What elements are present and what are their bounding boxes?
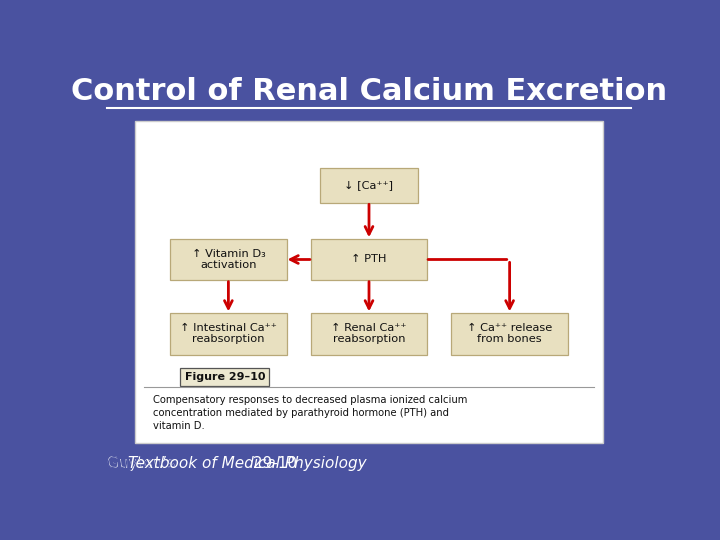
Text: ↑ Ca⁺⁺ release
from bones: ↑ Ca⁺⁺ release from bones <box>467 323 552 345</box>
FancyBboxPatch shape <box>181 368 269 386</box>
Text: ↑ PTH: ↑ PTH <box>351 254 387 265</box>
FancyBboxPatch shape <box>170 313 287 355</box>
FancyBboxPatch shape <box>170 239 287 280</box>
Text: Textbook of Medical Physiology: Textbook of Medical Physiology <box>128 456 366 471</box>
FancyBboxPatch shape <box>310 239 428 280</box>
Text: ↑ Intestinal Ca⁺⁺
reabsorption: ↑ Intestinal Ca⁺⁺ reabsorption <box>180 323 276 345</box>
Text: 29-10: 29-10 <box>248 456 297 471</box>
Text: concentration mediated by parathyroid hormone (PTH) and: concentration mediated by parathyroid ho… <box>153 408 449 418</box>
Text: ↑ Vitamin D₃
activation: ↑ Vitamin D₃ activation <box>192 249 265 271</box>
Text: Control of Renal Calcium Excretion: Control of Renal Calcium Excretion <box>71 77 667 106</box>
Text: Guyton’s: Guyton’s <box>107 456 180 471</box>
Text: vitamin D.: vitamin D. <box>153 421 205 431</box>
Text: Figure 29–10: Figure 29–10 <box>184 372 265 382</box>
Text: Guyton’s Textbook of Medical Physiology: Guyton’s Textbook of Medical Physiology <box>107 456 418 471</box>
FancyBboxPatch shape <box>451 313 568 355</box>
FancyBboxPatch shape <box>310 313 428 355</box>
FancyBboxPatch shape <box>135 121 603 443</box>
Text: ↓ [Ca⁺⁺]: ↓ [Ca⁺⁺] <box>344 180 394 191</box>
Text: ↑ Renal Ca⁺⁺
reabsorption: ↑ Renal Ca⁺⁺ reabsorption <box>331 323 407 345</box>
Text: Compensatory responses to decreased plasma ionized calcium: Compensatory responses to decreased plas… <box>153 395 468 404</box>
FancyBboxPatch shape <box>320 167 418 203</box>
